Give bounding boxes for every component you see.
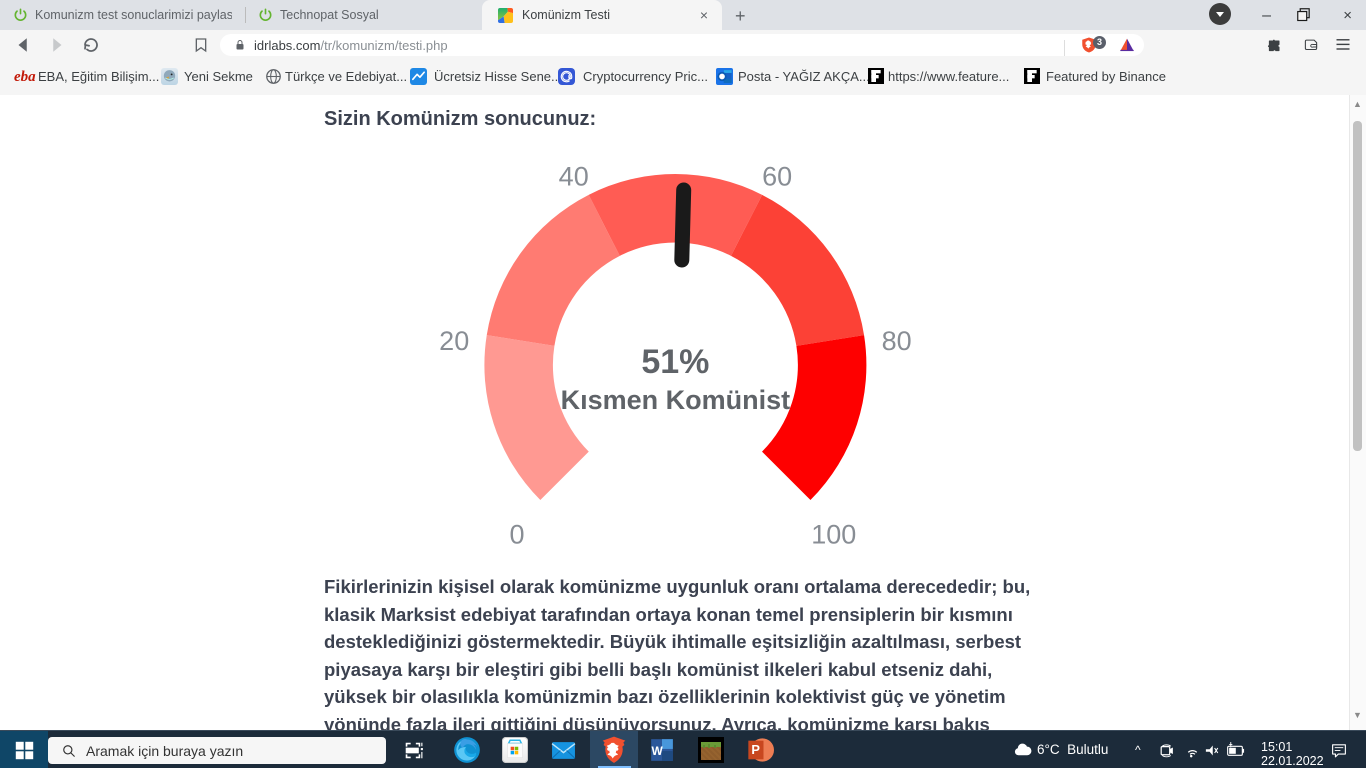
svg-text:51%: 51% [641, 343, 709, 381]
svg-text:W: W [652, 744, 664, 758]
svg-text:20: 20 [439, 326, 469, 356]
svg-text:80: 80 [882, 326, 912, 356]
svg-text:Kısmen Komünist: Kısmen Komünist [561, 385, 791, 415]
svg-text:60: 60 [762, 161, 792, 191]
svg-text:100: 100 [811, 519, 856, 549]
svg-text:0: 0 [509, 519, 524, 549]
svg-text:P: P [751, 742, 760, 757]
svg-text:40: 40 [559, 161, 589, 191]
